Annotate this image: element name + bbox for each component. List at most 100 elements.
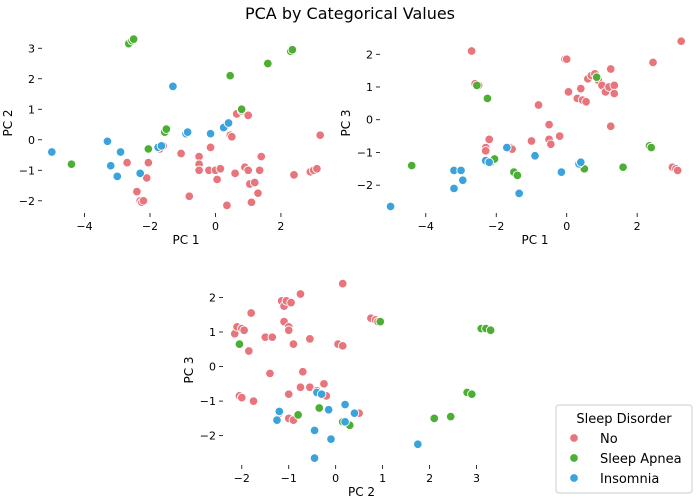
data-point (102, 136, 113, 147)
data-point (385, 201, 396, 212)
data-point (449, 183, 459, 194)
data-point (337, 341, 348, 351)
y-tick-label: 0 (366, 114, 373, 127)
y-tick-label: −2 (200, 430, 216, 443)
series-insomnia (272, 387, 423, 463)
data-point (563, 87, 574, 97)
data-point (591, 72, 602, 82)
data-point (287, 45, 298, 55)
data-point (194, 165, 204, 176)
y-tick-label: −1 (19, 164, 35, 177)
data-point (554, 131, 565, 141)
scatter-panel-3: −2 −1 0 1 2 3 −2 −1 0 1 2 PC 2 PC 3 (182, 278, 496, 499)
data-point (609, 80, 620, 91)
data-point (323, 404, 334, 415)
y-axis-label: PC 3 (182, 356, 196, 383)
data-point (225, 70, 235, 81)
data-point (305, 334, 315, 344)
series-sleep-apnea (66, 34, 298, 169)
legend-frame (555, 404, 693, 494)
data-point (223, 118, 234, 128)
data-point (337, 278, 348, 289)
data-point (239, 325, 249, 336)
data-point (316, 389, 327, 399)
data-point (112, 171, 123, 182)
data-point (230, 168, 240, 179)
data-point (237, 392, 247, 403)
scatter-panel-1: −4 −2 0 2 −2 −1 0 1 2 3 PC 1 PC 2 (1, 34, 325, 247)
data-point (349, 408, 360, 418)
data-point (115, 147, 126, 157)
data-point (135, 168, 145, 179)
scatter-panel-2: −4 −2 0 2 −2 −1 0 1 2 PC 1 PC 3 (339, 36, 686, 247)
data-point (546, 139, 556, 150)
x-tick-label: 2 (426, 472, 433, 485)
data-point (484, 157, 494, 168)
y-tick-label: −2 (357, 179, 373, 192)
legend-marker (569, 453, 579, 463)
data-point (576, 157, 586, 168)
y-tick-label: 0 (28, 134, 35, 147)
data-point (288, 339, 299, 349)
data-point (246, 197, 257, 208)
data-point (256, 151, 267, 162)
series-insomnia (385, 142, 586, 212)
legend: Sleep Disorder No Sleep Apnea Insomnia (555, 404, 693, 494)
data-point (556, 167, 567, 177)
x-tick-label: −1 (281, 472, 297, 485)
data-point (128, 34, 139, 44)
data-point (526, 136, 537, 146)
y-tick-label: 2 (366, 48, 373, 61)
legend-entry-label: No (600, 432, 618, 447)
data-point (309, 453, 320, 463)
legend-entry-label: Sleep Apnea (600, 452, 682, 467)
data-point (254, 165, 265, 176)
data-point (244, 346, 254, 356)
data-point (581, 96, 591, 107)
x-tick-label: −4 (76, 220, 92, 233)
data-point (472, 80, 482, 91)
data-point (312, 164, 322, 174)
data-point (141, 173, 152, 183)
y-tick-label: −1 (200, 395, 216, 408)
x-tick-label: 0 (332, 472, 339, 485)
data-point (413, 439, 423, 450)
data-point (143, 157, 154, 168)
x-tick-label: 1 (379, 472, 386, 485)
data-point (243, 110, 253, 121)
data-point (340, 417, 350, 427)
y-tick-label: 1 (28, 103, 35, 116)
data-point (530, 150, 540, 161)
series-insomnia (47, 81, 234, 182)
legend-marker (569, 433, 579, 443)
x-tick-label: −2 (142, 220, 158, 233)
data-point (618, 162, 628, 172)
data-point (605, 121, 616, 132)
data-point (184, 191, 195, 201)
data-point (132, 186, 142, 197)
x-tick-label: 0 (563, 220, 570, 233)
data-point (222, 200, 232, 211)
data-point (168, 81, 178, 92)
x-axis-label: PC 1 (172, 233, 199, 247)
legend-entry-label: Insomnia (600, 472, 659, 487)
data-point (205, 128, 216, 139)
data-point (561, 54, 572, 64)
data-point (138, 196, 149, 206)
data-point (485, 325, 496, 336)
data-point (122, 157, 132, 168)
data-point (456, 165, 466, 176)
data-point (293, 410, 303, 420)
data-point (309, 425, 320, 436)
data-point (263, 58, 273, 69)
data-point (576, 83, 586, 94)
data-point (283, 325, 294, 336)
data-point (429, 413, 440, 424)
series-no (229, 278, 383, 425)
data-point (298, 366, 308, 377)
data-point (227, 131, 237, 142)
data-point (295, 382, 306, 393)
data-point (480, 146, 491, 156)
data-point (445, 411, 456, 422)
series-no (466, 36, 686, 176)
